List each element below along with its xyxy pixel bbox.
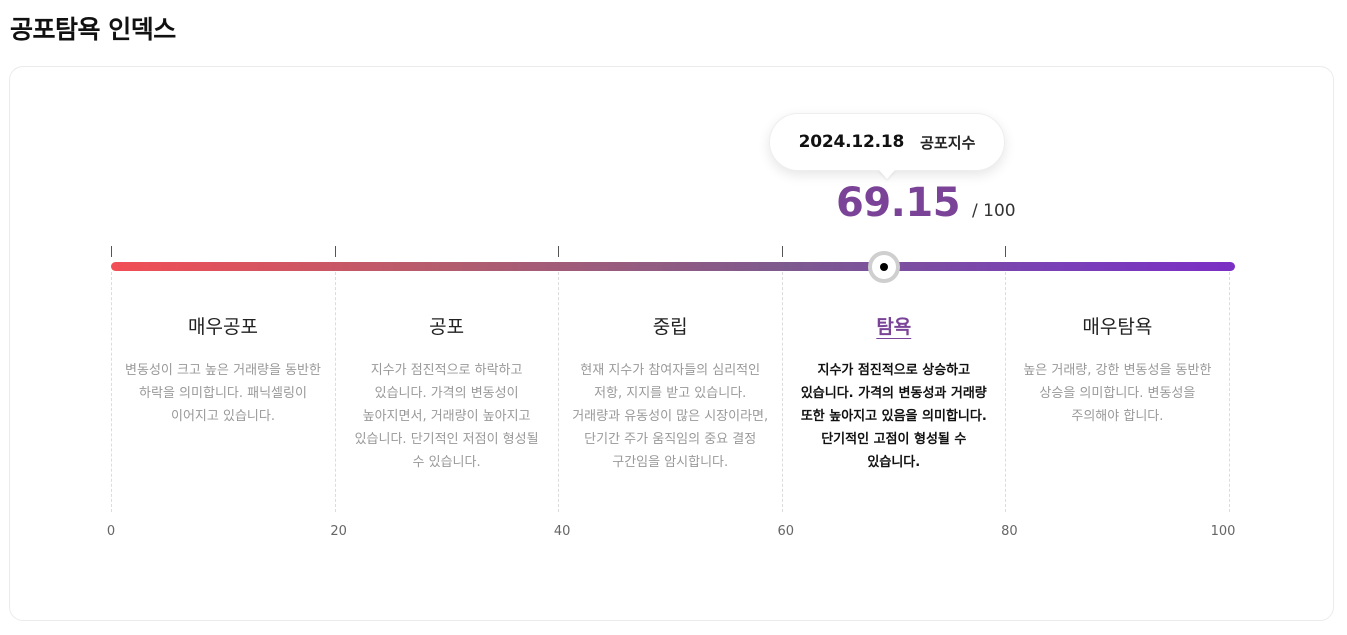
- zone-divider: [781, 272, 783, 512]
- zone-description: 높은 거래량, 강한 변동성을 동반한 상승을 의미합니다. 변동성을 주의해야…: [1023, 363, 1212, 424]
- gauge-tick: [558, 246, 560, 257]
- gauge-marker[interactable]: [868, 251, 901, 283]
- gauge-tick: [781, 246, 783, 257]
- score-display: 69.15 / 100: [836, 180, 1016, 226]
- zone-label: 매우공포: [188, 316, 258, 338]
- index-card: [9, 66, 1334, 621]
- zone-divider: [111, 272, 112, 512]
- zone-description: 변동성이 크고 높은 거래량을 동반한 하락을 의미합니다. 패닉셀링이 이어지…: [125, 363, 321, 424]
- zone-divider: [1005, 272, 1007, 512]
- zone-description: 지수가 점진적으로 하락하고 있습니다. 가격의 변동성이 높아지면서, 거래량…: [354, 363, 539, 470]
- axis-label: 100: [1210, 524, 1236, 539]
- gauge-tick: [111, 246, 112, 257]
- date-tooltip: 2024.12.18 공포지수: [769, 113, 1005, 171]
- gauge-marker-dot: [880, 263, 889, 271]
- axis-label: 20: [330, 524, 347, 539]
- score-max: / 100: [972, 201, 1016, 221]
- zone-label[interactable]: 탐욕: [876, 316, 912, 338]
- zone-label: 공포: [429, 316, 465, 338]
- zone-divider: [334, 272, 336, 512]
- zone-label: 매우탐욕: [1082, 316, 1153, 338]
- page-title: 공포탐욕 인덱스: [10, 15, 176, 44]
- tooltip-date: 2024.12.18: [798, 132, 905, 152]
- score-value: 69.15: [836, 180, 961, 226]
- zone-divider: [558, 272, 560, 512]
- gauge-tick: [334, 246, 336, 257]
- gauge-tick: [1005, 246, 1007, 257]
- zone-description: 지수가 점진적으로 상승하고 있습니다. 가격의 변동성과 거래량 또한 높아지…: [800, 363, 987, 470]
- axis-label: 80: [1001, 524, 1018, 539]
- axis-label: 60: [777, 524, 795, 539]
- tooltip-label: 공포지수: [920, 133, 976, 152]
- zone-description: 현재 지수가 참여자들의 심리적인 저항, 지지를 받고 있습니다. 거래량과 …: [572, 363, 769, 470]
- axis-label: 40: [553, 524, 571, 539]
- zone-label: 중립: [652, 316, 688, 338]
- axis-label: 0: [106, 524, 116, 539]
- zone-divider: [1229, 272, 1230, 512]
- gauge-bar: [111, 262, 1235, 271]
